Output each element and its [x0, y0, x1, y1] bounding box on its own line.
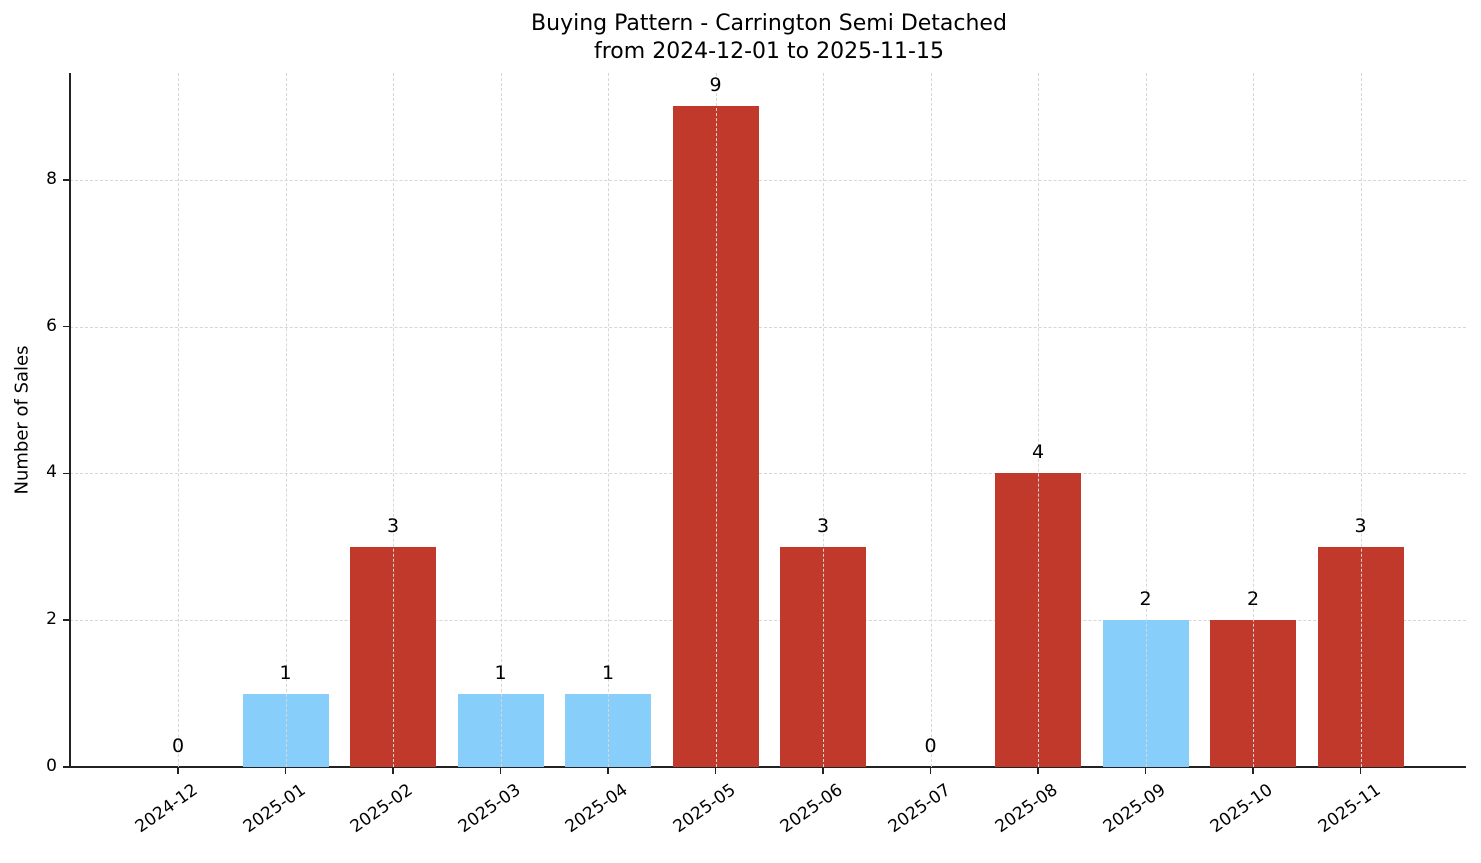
grid-line-vertical	[178, 73, 179, 767]
x-tick-label: 2025-06	[776, 780, 847, 838]
x-tick-label: 2025-03	[454, 780, 524, 838]
bar-value-label: 2	[1246, 588, 1260, 611]
x-tick-label: 2025-01	[239, 780, 309, 838]
x-tick	[177, 768, 179, 774]
grid-line-vertical	[1145, 73, 1147, 767]
x-tick-label: 2025-07	[884, 780, 954, 838]
x-tick	[822, 768, 824, 774]
grid-line-vertical	[1038, 73, 1039, 767]
y-tick	[63, 766, 69, 768]
y-tick-label: 4	[46, 462, 57, 483]
x-tick	[607, 768, 609, 774]
y-tick-label: 0	[46, 756, 57, 776]
grid-line-horizontal	[70, 326, 1466, 328]
grid-line-vertical	[1360, 73, 1362, 767]
x-tick	[1037, 768, 1039, 774]
x-tick-label: 2025-05	[669, 780, 739, 838]
y-axis-spine	[69, 73, 71, 768]
grid-line-vertical	[500, 73, 502, 767]
grid-line-vertical	[1253, 73, 1254, 767]
x-tick-label: 2025-11	[1314, 780, 1384, 838]
grid-line-vertical	[715, 73, 717, 767]
x-tick	[499, 768, 502, 774]
bar-value-label: 1	[494, 661, 507, 684]
bar-value-label: 3	[386, 514, 400, 537]
grid-line-horizontal	[70, 179, 1466, 181]
bar-value-label: 3	[816, 514, 830, 537]
x-tick-label: 2025-08	[991, 780, 1062, 838]
chart-title-line1: Buying Pattern - Carrington Semi Detache…	[531, 11, 1007, 36]
y-tick-label: 8	[46, 168, 57, 189]
y-tick	[63, 325, 69, 328]
x-tick	[714, 768, 717, 774]
x-tick	[392, 768, 394, 774]
x-tick	[1144, 768, 1147, 774]
x-tick-label: 2025-04	[561, 780, 632, 838]
grid-line-vertical	[930, 73, 932, 767]
y-tick-label: 2	[46, 609, 57, 630]
y-tick-label: 6	[46, 315, 57, 336]
bar-value-label: 9	[709, 74, 722, 97]
x-tick	[929, 768, 932, 774]
grid-line-vertical	[608, 73, 609, 767]
grid-line-horizontal	[70, 620, 1466, 622]
grid-line-vertical	[285, 73, 287, 767]
grid-line-vertical	[823, 73, 824, 767]
grid-line-vertical	[393, 73, 394, 767]
x-tick	[1252, 768, 1254, 774]
chart-title: Buying Pattern - Carrington Semi Detache…	[0, 10, 1481, 66]
plot-area	[70, 73, 1466, 767]
y-tick	[63, 619, 69, 621]
bar-value-label: 0	[924, 735, 937, 757]
x-tick-label: 2024-12	[131, 780, 202, 838]
y-axis-label: Number of Sales	[11, 345, 33, 495]
x-tick	[284, 768, 287, 774]
x-tick-label: 2025-10	[1206, 780, 1277, 838]
x-tick	[1359, 768, 1362, 774]
chart-subtitle: from 2024-12-01 to 2025-11-15	[594, 39, 944, 64]
bar-value-label: 3	[1354, 514, 1367, 537]
bar-value-label: 4	[1031, 441, 1045, 464]
bar-value-label: 1	[279, 661, 292, 684]
x-axis-spine	[69, 766, 1466, 768]
bar-value-label: 2	[1139, 588, 1152, 611]
y-tick	[63, 472, 69, 475]
x-tick-label: 2025-09	[1099, 780, 1169, 838]
y-tick	[63, 179, 69, 181]
x-tick-label: 2025-02	[346, 780, 417, 838]
grid-line-horizontal	[70, 473, 1466, 475]
bar-value-label: 0	[171, 735, 185, 757]
bar-value-label: 1	[601, 661, 615, 684]
